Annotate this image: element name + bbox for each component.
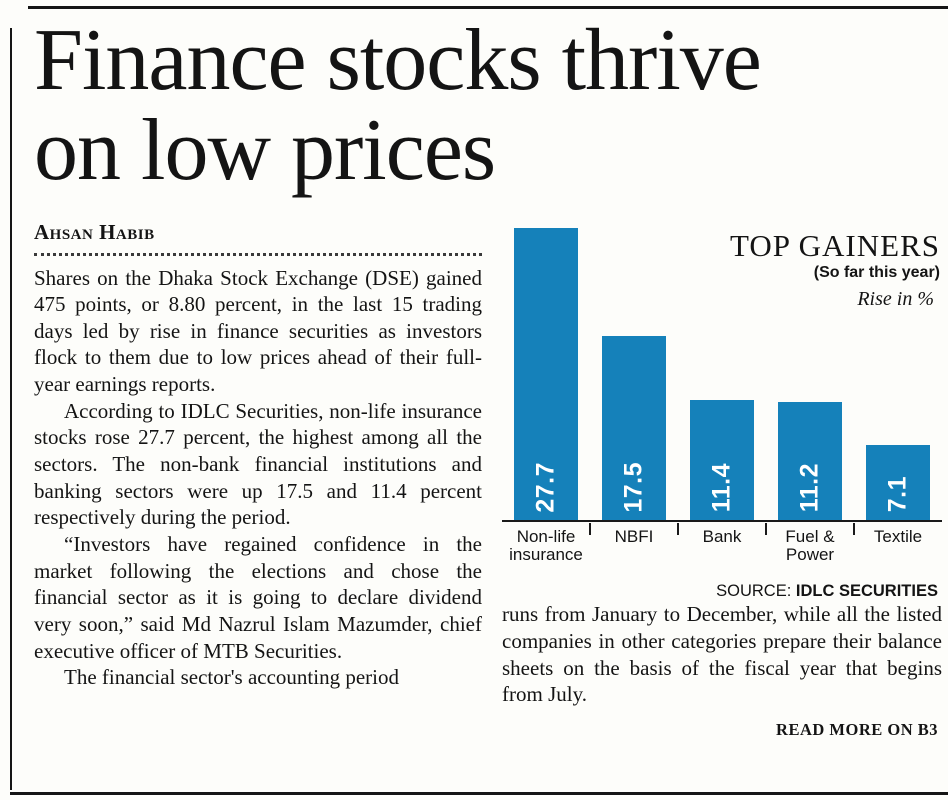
bar-plot-area: 11.4 [678,228,766,522]
bar: 11.2 [778,401,842,520]
headline-line-1: Finance stocks thrive [34,12,762,109]
bar-column: 27.7 Non-life insurance [502,227,590,565]
axis-tick [677,522,679,535]
paragraph: According to IDLC Securities, non-life i… [34,398,482,530]
paragraph-continuation: runs from January to December, while all… [502,602,942,707]
bar-value-label: 7.1 [883,476,912,513]
bar-value-label: 27.7 [531,461,560,513]
bar-category-label: Textile [873,526,923,546]
bar-plot-area: 27.7 [502,227,590,522]
bar-column: 17.5 NBFI [589,228,678,565]
bar-plot-area: 17.5 [590,228,678,522]
bar-category-label: Bank [702,526,742,546]
top-gainers-chart: TOP GAINERS (So far this year) Rise in %… [502,227,942,565]
source-value: IDLC SECURITIES [795,582,938,601]
bar-label-area: Non-life insurance [502,522,590,565]
bar-label-area: Bank [677,522,766,546]
axis-tick [853,522,855,535]
paragraph: The financial sector's accounting period [64,665,399,690]
bar-label-area: Textile [853,522,942,546]
axis-tick [589,522,591,535]
headline-line-2: on low prices [34,101,496,199]
source-label: SOURCE: [716,582,792,601]
bar: 11.4 [690,399,754,520]
bar-value-label: 11.2 [795,463,824,513]
byline: Ahsan Habib [34,219,155,244]
bar-category-label: NBFI [614,526,654,546]
paragraph: “Investors have regained confidence in t… [34,532,482,663]
article: Finance stocks thrive on low prices Ahsa… [34,16,942,740]
bar: 17.5 [602,335,666,520]
bar: 7.1 [866,444,930,520]
chart-title-block: TOP GAINERS (So far this year) Rise in % [730,227,940,312]
chart-subtitle: (So far this year) [813,264,940,282]
bar-value-label: 17.5 [619,461,648,513]
right-column: TOP GAINERS (So far this year) Rise in %… [502,220,942,740]
bottom-rule [10,792,948,795]
left-column-rule [10,28,12,790]
bar-category-label: Non-life insurance [509,526,583,564]
bar: 27.7 [514,227,578,520]
read-more: READ MORE ON B3 [776,719,938,739]
article-columns: Ahsan Habib Shares on the Dhaka Stock Ex… [34,220,942,740]
bar-category-label: Fuel & Power [785,526,835,564]
dotted-divider [34,252,482,256]
bar-plot-area: 11.2 [766,228,854,522]
top-rule [28,6,948,9]
chart-source: SOURCE: IDLC SECURITIES [502,582,942,601]
bar-column: 11.2 Fuel & Power [765,228,854,565]
axis-tick [765,522,767,535]
paragraph: Shares on the Dhaka Stock Exchange (DSE)… [34,265,482,397]
bar-plot-area: 7.1 [854,228,942,522]
bar-label-area: NBFI [589,522,678,546]
left-column: Ahsan Habib Shares on the Dhaka Stock Ex… [34,220,482,740]
bar-column: 11.4 Bank [677,228,766,565]
bar-label-area: Fuel & Power [765,522,854,565]
chart-bars: 27.7 Non-life insurance 17.5 NBFI 11.4 Bank 11… [502,227,942,565]
chart-unit-label: Rise in % [857,288,934,311]
headline: Finance stocks thrive on low prices [34,16,942,196]
bar-value-label: 11.4 [707,463,736,513]
bar-column: 7.1 Textile [853,228,942,565]
chart-title: TOP GAINERS [730,227,940,263]
